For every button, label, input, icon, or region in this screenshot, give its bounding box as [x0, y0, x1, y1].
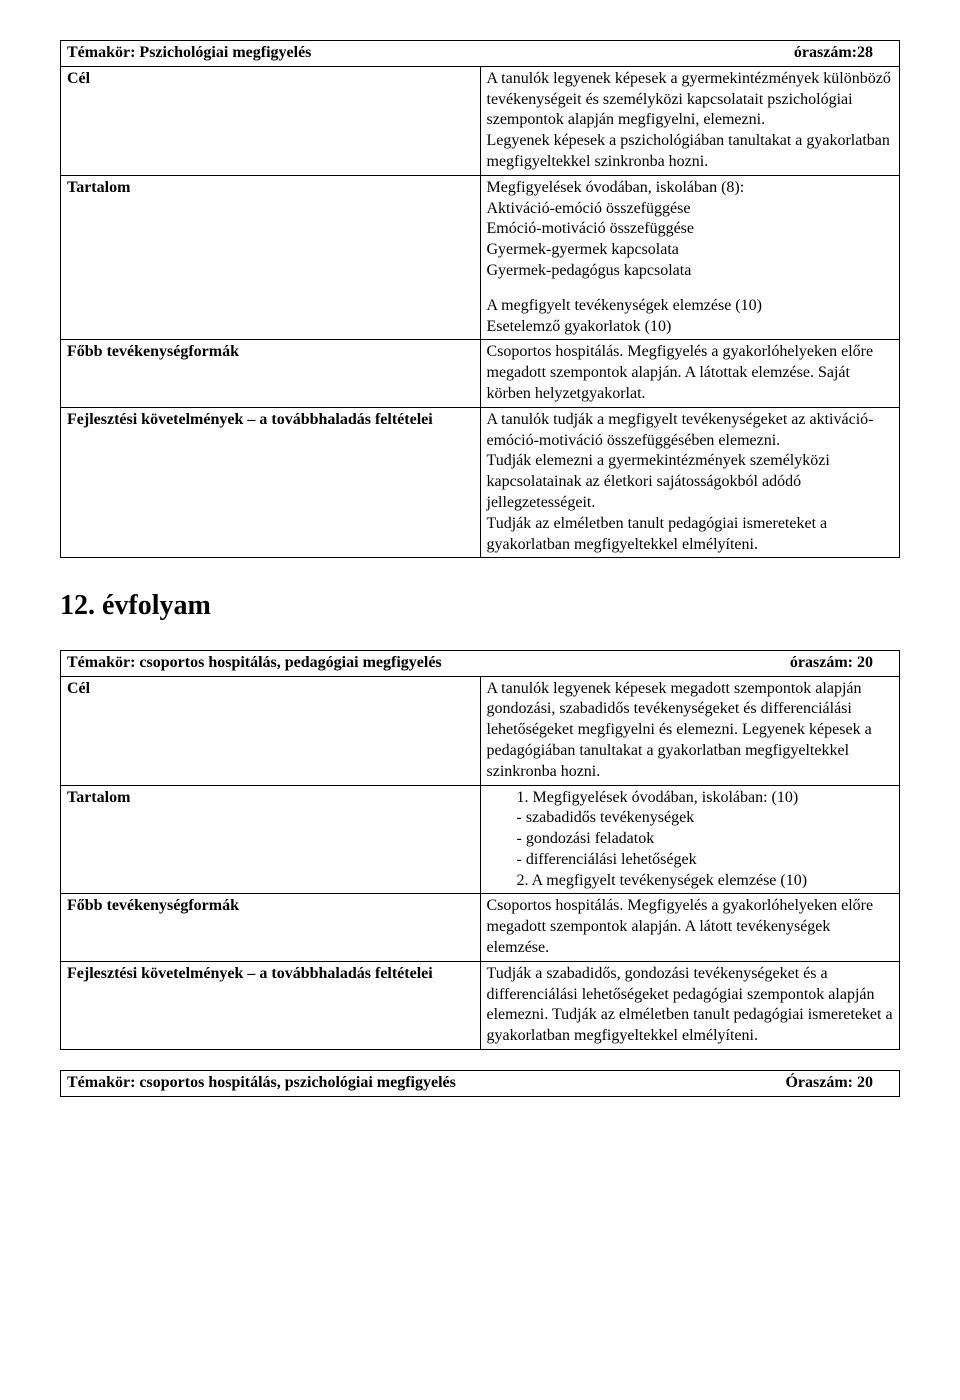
table2-title-left: Témakör: csoportos hospitálás, pedagógia…	[67, 653, 442, 674]
table-psych-group-hospitation: Témakör: csoportos hospitálás, pszicholó…	[60, 1070, 900, 1097]
row-text: Csoportos hospitálás. Megfigyelés a gyak…	[480, 340, 900, 407]
table2-title-right: óraszám: 20	[790, 653, 893, 674]
row-label: Tartalom	[61, 785, 481, 894]
row-label: Fejlesztési követelmények – a továbbhala…	[61, 407, 481, 558]
list-line-2: 2. A megfigyelt tevékenységek elemzése (…	[487, 871, 894, 892]
dash-item: - differenciálási lehetőségek	[487, 850, 894, 871]
row-label: Cél	[61, 66, 481, 175]
list-line-1: 1. Megfigyelések óvodában, iskolában: (1…	[487, 788, 894, 809]
table1-title-right: óraszám:28	[794, 43, 893, 64]
dash-item: - gondozási feladatok	[487, 829, 894, 850]
row-label: Főbb tevékenységformák	[61, 894, 481, 961]
row-label: Cél	[61, 676, 481, 785]
grade-heading: 12. évfolyam	[60, 588, 900, 624]
table3-header: Témakör: csoportos hospitálás, pszicholó…	[61, 1071, 900, 1097]
row-label: Tartalom	[61, 175, 481, 340]
content-block2: A megfigyelt tevékenységek elemzése (10)…	[487, 296, 894, 338]
table-psych-observation: Témakör: Pszichológiai megfigyelés órasz…	[60, 40, 900, 558]
row-label: Fejlesztési követelmények – a továbbhala…	[61, 961, 481, 1049]
row-text: Megfigyelések óvodában, iskolában (8): A…	[480, 175, 900, 340]
table1-header: Témakör: Pszichológiai megfigyelés órasz…	[61, 41, 900, 67]
table3-title-left: Témakör: csoportos hospitálás, pszicholó…	[67, 1073, 456, 1094]
row-text: A tanulók legyenek képesek a gyermekinté…	[480, 66, 900, 175]
row-text: Csoportos hospitálás. Megfigyelés a gyak…	[480, 894, 900, 961]
table-group-hospitation: Témakör: csoportos hospitálás, pedagógia…	[60, 650, 900, 1050]
row-text: 1. Megfigyelések óvodában, iskolában: (1…	[480, 785, 900, 894]
row-text: A tanulók legyenek képesek megadott szem…	[480, 676, 900, 785]
table1-title-left: Témakör: Pszichológiai megfigyelés	[67, 43, 311, 64]
row-text: Tudják a szabadidős, gondozási tevékenys…	[480, 961, 900, 1049]
row-label: Főbb tevékenységformák	[61, 340, 481, 407]
table2-header: Témakör: csoportos hospitálás, pedagógia…	[61, 650, 900, 676]
table3-title-right: Óraszám: 20	[785, 1073, 893, 1094]
row-text: A tanulók tudják a megfigyelt tevékenysé…	[480, 407, 900, 558]
content-block1: Megfigyelések óvodában, iskolában (8): A…	[487, 178, 894, 282]
dash-item: - szabadidős tevékenységek	[487, 808, 894, 829]
